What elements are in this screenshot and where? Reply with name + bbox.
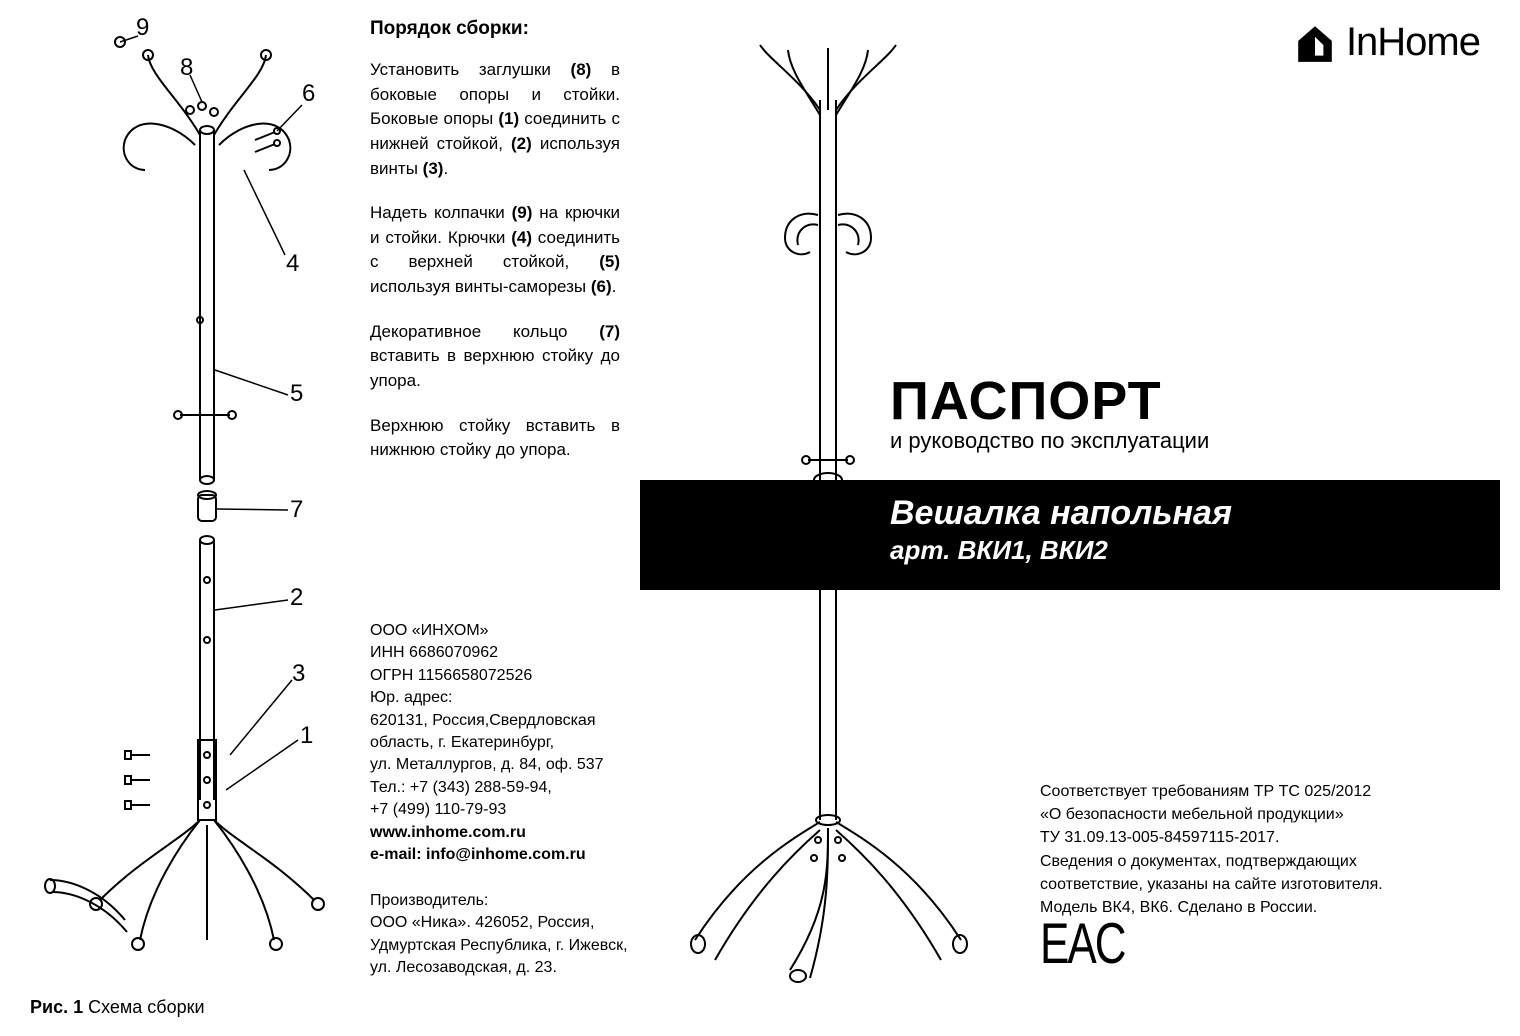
callout-6: 6 (302, 80, 315, 108)
house-icon (1294, 22, 1336, 64)
assembly-step-1: Установить заглушки (8) в боковые опоры … (370, 58, 620, 181)
assembly-step-4: Верхнюю стойку вставить в нижнюю стойку … (370, 414, 620, 463)
passport-title: ПАСПОРТ и руководство по эксплуатации (890, 370, 1209, 454)
callout-1: 1 (300, 722, 313, 750)
exploded-diagram: 9 8 6 4 5 7 2 3 1 (30, 20, 350, 980)
product-name: Вешалка напольная (890, 494, 1500, 533)
manufacturer-info: Производитель: ООО «Ника». 426052, Росси… (370, 890, 630, 980)
callout-4: 4 (286, 250, 299, 278)
callout-3: 3 (292, 660, 305, 688)
callout-8: 8 (180, 54, 193, 82)
product-article: арт. ВКИ1, ВКИ2 (890, 535, 1500, 566)
callout-2: 2 (290, 584, 303, 612)
passport-title-big: ПАСПОРТ (890, 370, 1209, 432)
callout-9: 9 (136, 14, 149, 42)
passport-title-sub: и руководство по эксплуатации (890, 428, 1209, 454)
figure-caption-bold: Рис. 1 (30, 997, 83, 1017)
callout-7: 7 (290, 496, 303, 524)
company-info: ООО «ИНХОМ» ИНН 6686070962 ОГРН 11566580… (370, 620, 630, 866)
company-email: info@inhome.com.ru (426, 846, 586, 863)
assembly-heading: Порядок сборки: (370, 18, 620, 40)
assembly-instructions: Порядок сборки: Установить заглушки (8) … (370, 18, 620, 483)
callout-5: 5 (290, 380, 303, 408)
assembly-step-2: Надеть колпачки (9) на крючки и стойки. … (370, 201, 620, 300)
assembly-step-3: Декоративное кольцо (7) вставить в верхн… (370, 320, 620, 394)
product-title-band: Вешалка напольная арт. ВКИ1, ВКИ2 (640, 480, 1500, 590)
figure-caption-text: Схема сборки (83, 997, 204, 1017)
figure-caption: Рис. 1 Схема сборки (30, 997, 205, 1018)
eac-mark: EAC (1040, 913, 1124, 978)
company-website: www.inhome.com.ru (370, 824, 526, 841)
brand-name: InHome (1346, 20, 1480, 65)
compliance-text: Соответствует требованиям ТР ТС 025/2012… (1040, 780, 1480, 919)
brand-logo: InHome (1294, 20, 1480, 65)
